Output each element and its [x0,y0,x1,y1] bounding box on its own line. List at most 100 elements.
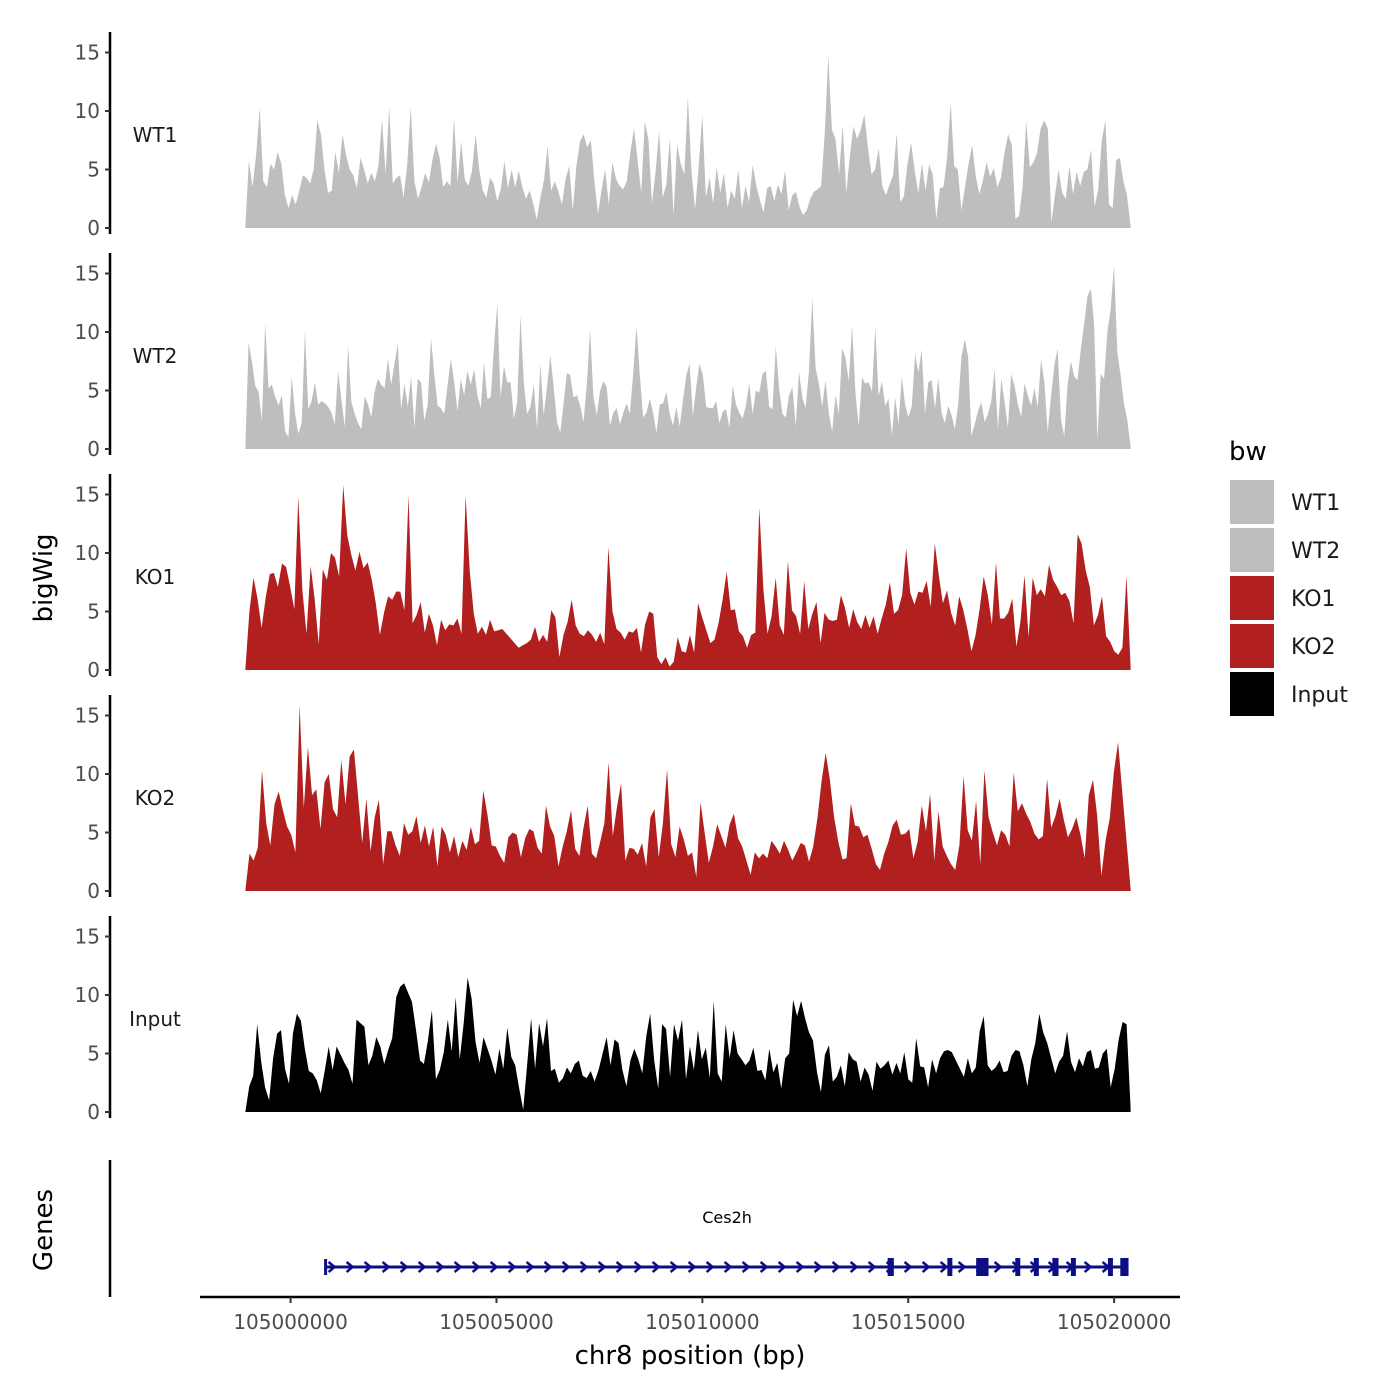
strand-arrow [435,1261,445,1273]
strand-arrow [345,1261,355,1273]
y-tick-label: 15 [75,483,100,507]
track-label-KO1: KO1 [135,565,176,589]
legend-swatch [1230,624,1274,668]
strand-arrow [831,1261,841,1273]
legend-item-KO2: KO2 [1230,624,1336,668]
y-tick-label: 15 [75,925,100,949]
area-KO2 [245,705,1131,891]
area-Input [245,977,1131,1112]
strand-arrow [543,1261,553,1273]
strand-arrow [687,1261,697,1273]
x-axis: 105000000 105005000 105010000 105015000 1050… [200,1295,1180,1334]
strand-arrow [993,1261,1003,1273]
y-tick-label: 10 [75,983,100,1007]
panel-WT1: 0 5 10 15 WT1 [75,32,1131,240]
area-WT1 [245,56,1131,228]
gene-exon [1015,1258,1021,1276]
panel-KO1: 0 5 10 15 KO1 [75,474,1131,682]
legend-swatch [1230,576,1274,620]
strand-arrow [759,1261,769,1273]
legend-label: KO2 [1291,635,1336,660]
strand-arrow [903,1261,913,1273]
strand-arrow [417,1261,427,1273]
x-axis-title: chr8 position (bp) [575,1341,806,1371]
legend-title: bw [1229,437,1267,467]
y-tick-label: 10 [75,320,100,344]
legend-label: WT1 [1291,491,1340,516]
gene-exon [976,1258,989,1276]
strand-arrow [633,1261,643,1273]
gene-Ces2h: Ces2h [324,1208,1129,1276]
gene-exon [1070,1258,1076,1276]
legend-item-WT2: WT2 [1230,528,1340,572]
legend-label: WT2 [1291,539,1340,564]
legend-swatch [1230,672,1274,716]
y-tick-label: 15 [75,41,100,65]
strand-arrow [921,1261,931,1273]
panel-Input: 0 5 10 15 Input [75,916,1131,1124]
legend-item-Input: Input [1230,672,1348,716]
legend-label: Input [1291,683,1348,708]
signal-panels: 0 5 10 15 WT1 0 5 10 15 WT2 0 5 10 15 KO1 0 5 10 15 KO2 0 5 10… [75,32,1131,1124]
legend-item-KO1: KO1 [1230,576,1336,620]
y-tick-label: 0 [87,437,100,461]
area-KO1 [245,485,1131,670]
strand-arrow [651,1261,661,1273]
legend-swatch [1230,528,1274,572]
gene-exon [887,1258,894,1276]
panel-KO2: 0 5 10 15 KO2 [75,695,1131,903]
track-label-WT2: WT2 [133,344,178,368]
y-tick-label: 0 [87,879,100,903]
area-WT2 [245,265,1131,449]
strand-arrow [471,1261,481,1273]
x-tick-label: 105015000 [851,1310,966,1334]
gene-exon [1120,1258,1129,1276]
y-tick-label: 10 [75,541,100,565]
strand-arrow [597,1261,607,1273]
y-tick-label: 5 [87,379,100,403]
y-tick-label: 10 [75,99,100,123]
x-tick-label: 105005000 [439,1310,554,1334]
legend-label: KO1 [1291,587,1336,612]
y-tick-label: 10 [75,762,100,786]
gene-exon [947,1258,953,1276]
y-tick-label: 5 [87,600,100,624]
y-tick-label: 15 [75,262,100,286]
y-tick-label: 15 [75,704,100,728]
gene-exon [1107,1258,1113,1276]
strand-arrow [363,1261,373,1273]
panel-WT2: 0 5 10 15 WT2 [75,253,1131,461]
legend: bw WT1 WT2 KO1 KO2 Input [1229,437,1348,716]
strand-arrow [723,1261,733,1273]
y-tick-label: 0 [87,658,100,682]
strand-arrow [939,1261,949,1273]
track-label-WT1: WT1 [133,123,178,147]
strand-arrow [705,1261,715,1273]
strand-arrow [525,1261,535,1273]
y-tick-label: 5 [87,158,100,182]
strand-arrow [867,1261,877,1273]
gene-exon [1052,1258,1059,1276]
gene-exon [1033,1258,1039,1276]
genes-panel: Ces2h [108,1160,1129,1297]
legend-item-WT1: WT1 [1230,480,1340,524]
strand-arrow [1083,1261,1093,1273]
track-label-KO2: KO2 [135,786,176,810]
y-tick-label: 5 [87,1042,100,1066]
strand-arrow [849,1261,859,1273]
strand-arrow [327,1261,337,1273]
strand-arrow [741,1261,751,1273]
x-tick-label: 105010000 [645,1310,760,1334]
strand-arrow [507,1261,517,1273]
y-tick-label: 5 [87,821,100,845]
strand-arrow [615,1261,625,1273]
gene-name-label: Ces2h [702,1208,752,1227]
strand-arrow [381,1261,391,1273]
strand-arrow [777,1261,787,1273]
strand-arrow [489,1261,499,1273]
strand-arrow [579,1261,589,1273]
genes-axis-title: Genes [29,1189,59,1271]
strand-arrow [399,1261,409,1273]
track-label-Input: Input [129,1007,181,1031]
